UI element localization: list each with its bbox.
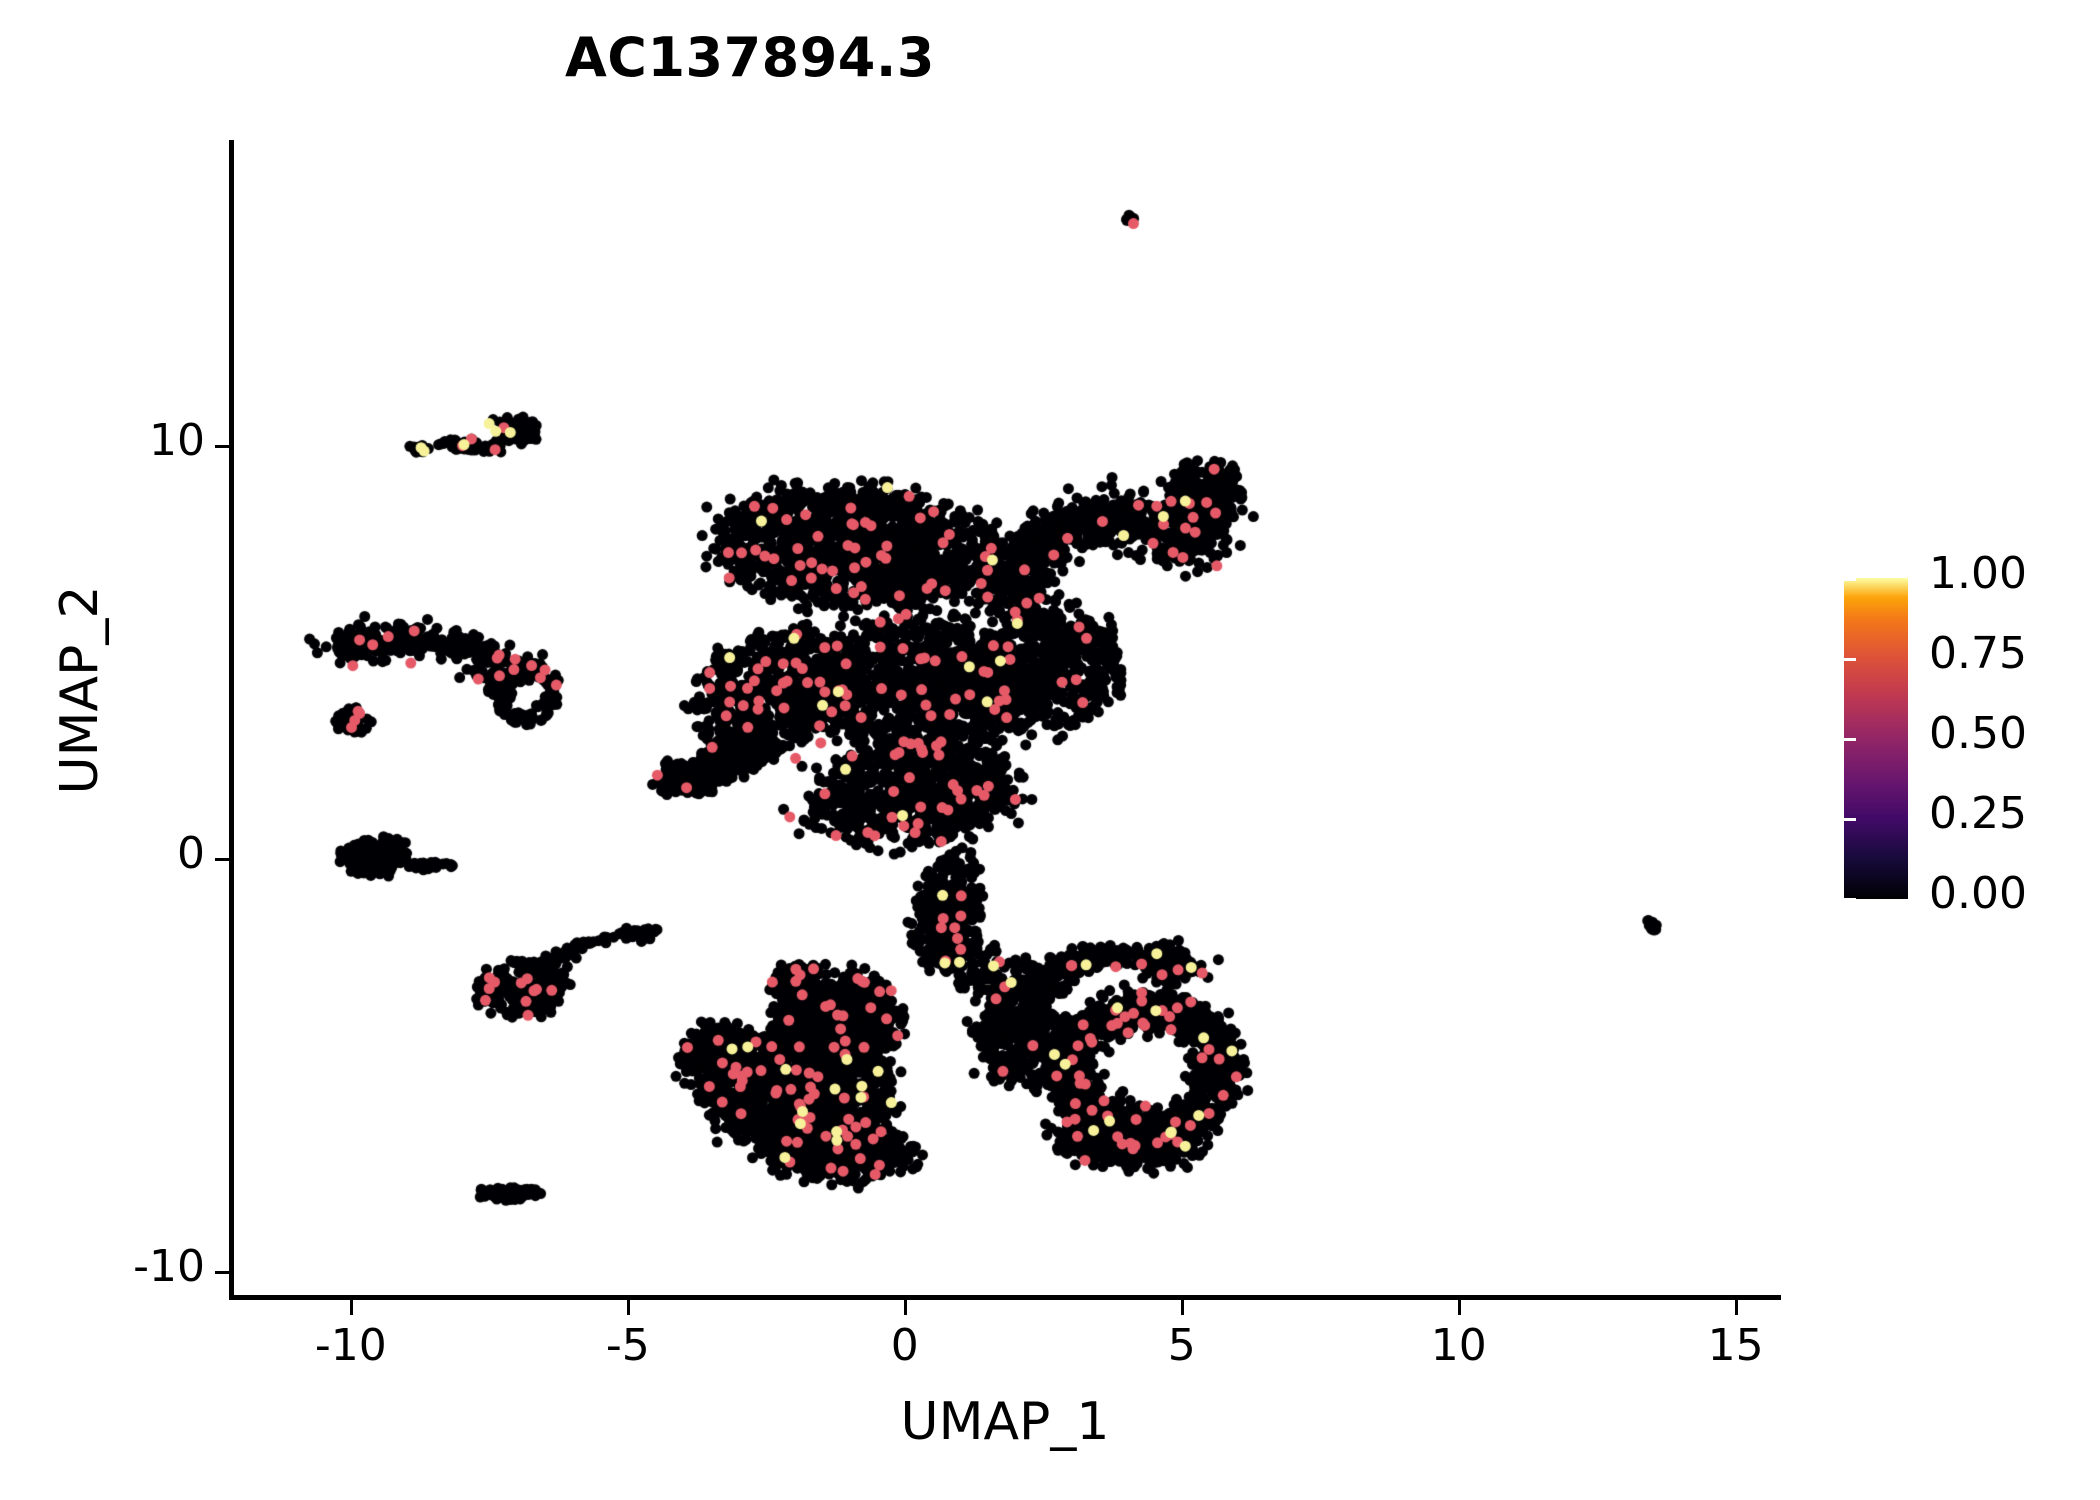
x-tick-label: -10 <box>314 1320 387 1371</box>
colorbar-tick-mark <box>2082 818 2094 821</box>
colorbar: 1.00 0.75 0.50 0.25 0.00 <box>1844 548 2094 919</box>
x-tick-label: 5 <box>1167 1320 1196 1371</box>
x-tick-label: -5 <box>605 1320 650 1371</box>
colorbar-tick-mark <box>1844 578 1856 581</box>
x-tick-mark <box>903 1300 907 1315</box>
colorbar-tick-mark <box>2082 578 2094 581</box>
y-tick-mark <box>215 857 230 861</box>
y-axis-label: UMAP_2 <box>50 585 110 795</box>
page-title: AC137894.3 <box>565 26 935 89</box>
scatter-points-canvas <box>229 140 1780 1297</box>
x-tick-mark <box>349 1300 353 1315</box>
x-axis-spine <box>229 1295 1781 1300</box>
colorbar-tick-label: 0.00 <box>1929 868 2027 919</box>
colorbar-tick-label: 0.75 <box>1929 628 2027 679</box>
y-tick-label: 10 <box>149 414 205 466</box>
colorbar-tick-mark <box>1844 818 1856 821</box>
colorbar-tick-label: 0.25 <box>1929 788 2027 839</box>
y-tick-mark <box>215 1271 230 1275</box>
x-tick-mark <box>1180 1300 1184 1315</box>
x-tick-label: 0 <box>890 1320 919 1371</box>
colorbar-tick-label: 1.00 <box>1929 548 2027 599</box>
colorbar-tick-label: 0.50 <box>1929 708 2027 759</box>
x-tick-label: 10 <box>1430 1320 1487 1371</box>
colorbar-tick-mark <box>2082 658 2094 661</box>
x-tick-mark <box>1457 1300 1461 1315</box>
y-tick-mark <box>215 444 230 448</box>
colorbar-tick-mark <box>2082 738 2094 741</box>
y-tick-label: -10 <box>133 1241 205 1293</box>
x-tick-mark <box>626 1300 630 1315</box>
x-tick-label: 15 <box>1707 1320 1764 1371</box>
x-tick-mark <box>1734 1300 1738 1315</box>
colorbar-tick-mark <box>1844 738 1856 741</box>
colorbar-tick-mark <box>1844 898 1856 901</box>
y-tick-label: 0 <box>177 827 205 879</box>
colorbar-tick-mark <box>2082 898 2094 901</box>
x-axis-label: UMAP_1 <box>900 1392 1110 1452</box>
plot-area <box>229 140 1780 1297</box>
colorbar-tick-mark <box>1844 658 1856 661</box>
